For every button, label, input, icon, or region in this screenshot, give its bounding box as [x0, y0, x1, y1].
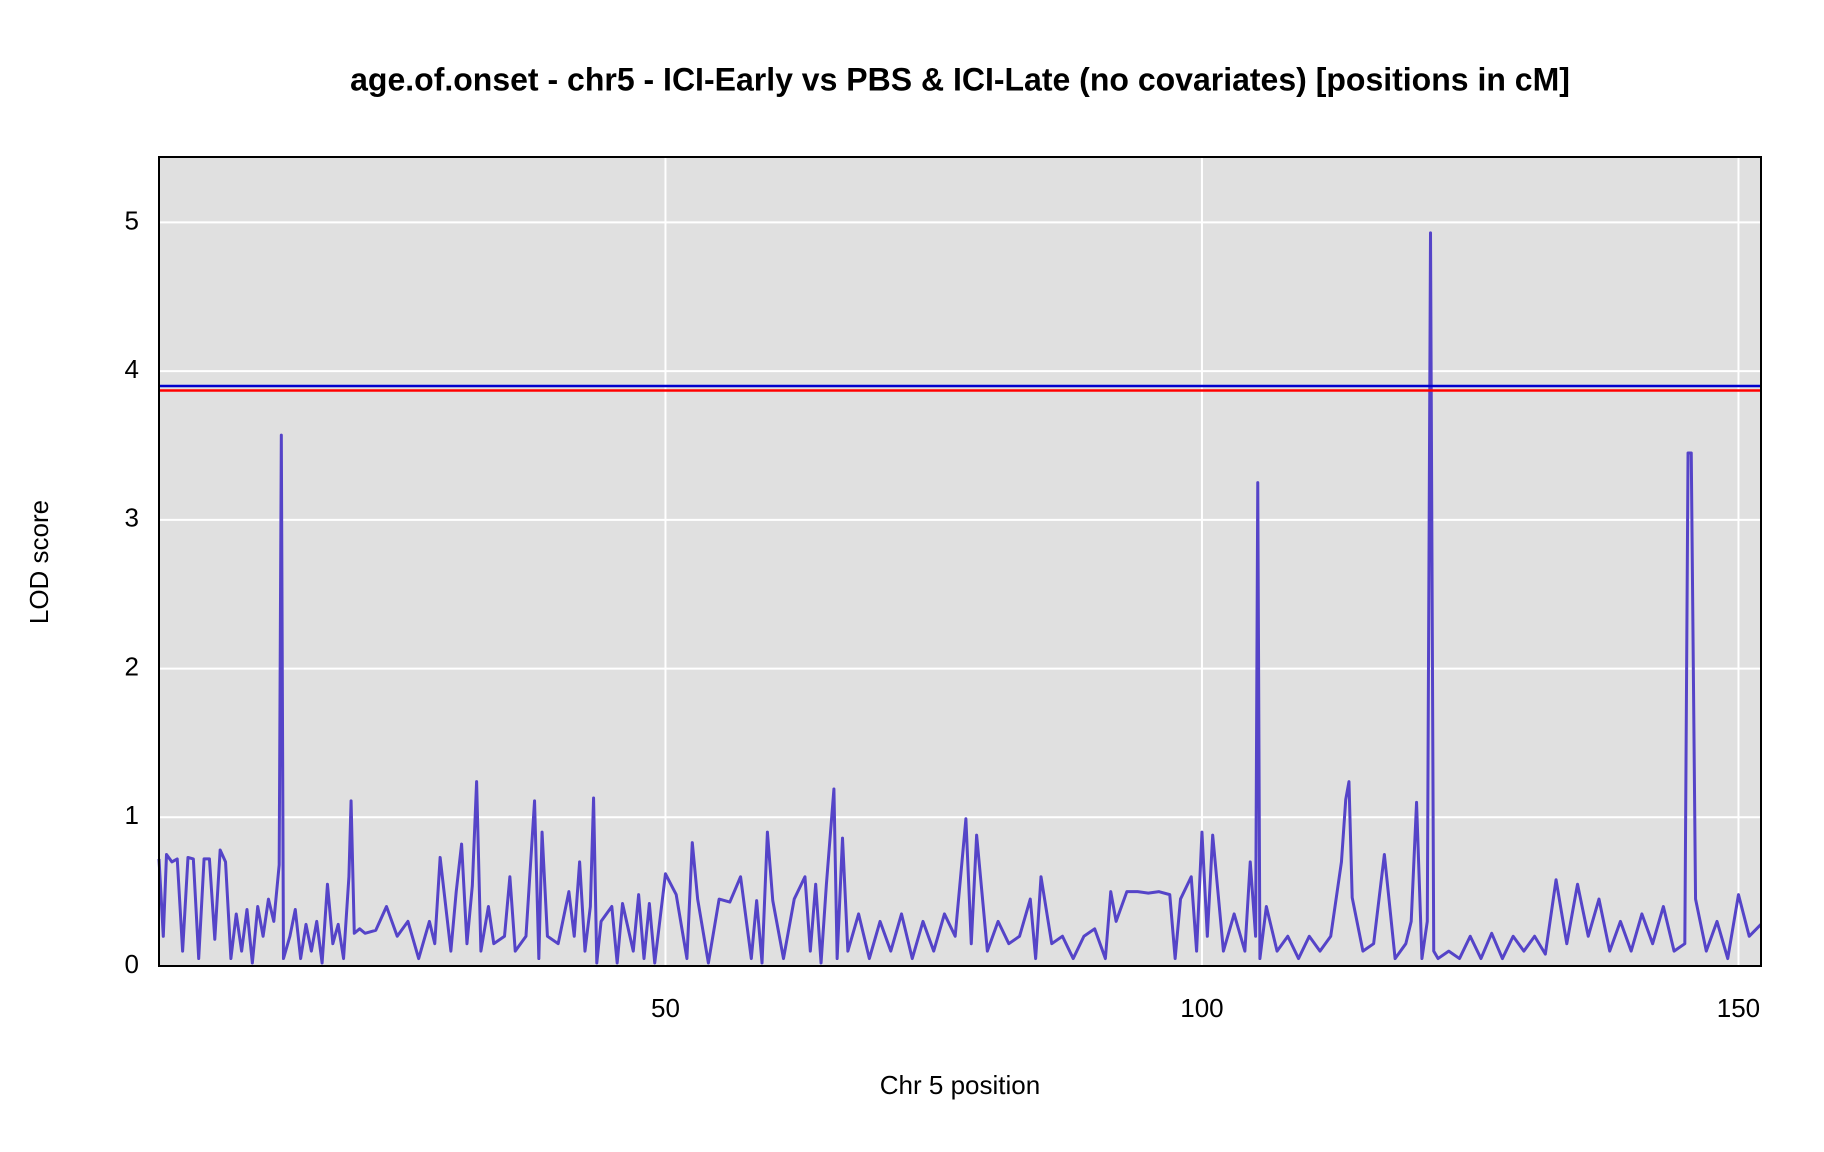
x-tick-label: 100 — [1180, 993, 1223, 1023]
y-tick-label: 4 — [125, 354, 139, 384]
plot-background — [159, 157, 1761, 966]
y-tick-label: 3 — [125, 503, 139, 533]
y-tick-label: 2 — [125, 651, 139, 681]
y-tick-label: 5 — [125, 205, 139, 235]
chart-title: age.of.onset - chr5 - ICI-Early vs PBS &… — [350, 61, 1570, 97]
y-axis-label: LOD score — [24, 500, 54, 624]
x-tick-label: 150 — [1717, 993, 1760, 1023]
y-tick-label: 0 — [125, 949, 139, 979]
x-tick-label: 50 — [651, 993, 680, 1023]
y-tick-label: 1 — [125, 800, 139, 830]
plot-frame — [158, 156, 1762, 967]
lod-line — [157, 231, 1763, 965]
x-axis-label: Chr 5 position — [880, 1070, 1040, 1100]
